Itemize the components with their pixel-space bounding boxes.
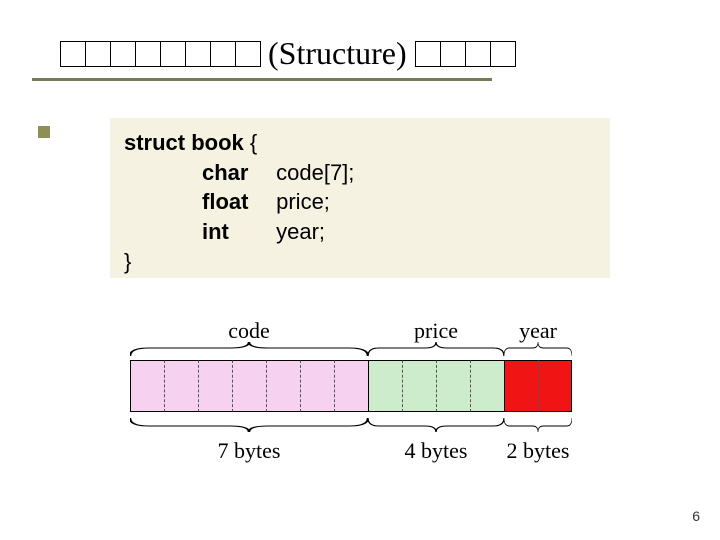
memory-cell [368,360,402,412]
placeholder-box [85,41,111,67]
memory-cell [164,360,198,412]
placeholder-box [440,41,466,67]
memory-cell [504,360,538,412]
memory-cell [538,360,572,412]
code-close-brace: } [124,247,596,277]
code-decl: price; [276,189,330,214]
title-underline [32,78,492,81]
memory-top-label: price [368,318,504,344]
code-type: float [202,187,270,217]
code-decl: year; [276,219,325,244]
code-decl: code[7]; [276,160,354,185]
placeholder-box [60,41,86,67]
memory-cell [300,360,334,412]
code-field-line: char code[7]; [124,158,596,188]
brace-bot [504,418,572,432]
slide-title: (Structure) [60,32,680,72]
code-open-brace: { [244,130,257,155]
placeholder-box [465,41,491,67]
placeholder-box [110,41,136,67]
placeholder-box [415,41,441,67]
placeholder-box [235,41,261,67]
title-text: (Structure) [268,35,407,71]
code-kw-structbook: struct book [124,130,244,155]
code-field-line: int year; [124,217,596,247]
memory-top-label: code [130,318,368,344]
memory-group-price: price4 bytes [368,360,504,412]
page-number: 6 [692,508,700,524]
placeholder-box [210,41,236,67]
code-field-line: float price; [124,187,596,217]
brace-top [368,342,504,356]
memory-cells [130,360,368,412]
code-box: struct book { char code[7];float price;i… [110,118,610,278]
memory-cell [232,360,266,412]
code-line-struct: struct book { [124,128,596,158]
brace-bot [130,418,368,432]
memory-cell [436,360,470,412]
memory-bytes-label: 4 bytes [368,438,504,464]
brace-top [130,342,368,356]
code-type: int [202,217,270,247]
brace-bot [368,418,504,432]
memory-cell [402,360,436,412]
memory-cell [334,360,368,412]
placeholder-box [185,41,211,67]
code-type: char [202,158,270,188]
memory-bytes-label: 2 bytes [504,438,572,464]
memory-cells [368,360,504,412]
memory-layout: code7 bytesprice4 bytesyear2 bytes [130,360,572,412]
bullet-marker [38,126,50,138]
brace-top [504,342,572,356]
memory-cell [470,360,504,412]
placeholder-box [490,41,516,67]
memory-cell [266,360,300,412]
memory-cells [504,360,572,412]
placeholder-box [160,41,186,67]
memory-group-year: year2 bytes [504,360,572,412]
memory-bytes-label: 7 bytes [130,438,368,464]
memory-cell [198,360,232,412]
memory-group-code: code7 bytes [130,360,368,412]
placeholder-box [135,41,161,67]
memory-top-label: year [504,318,572,344]
memory-cell [130,360,164,412]
